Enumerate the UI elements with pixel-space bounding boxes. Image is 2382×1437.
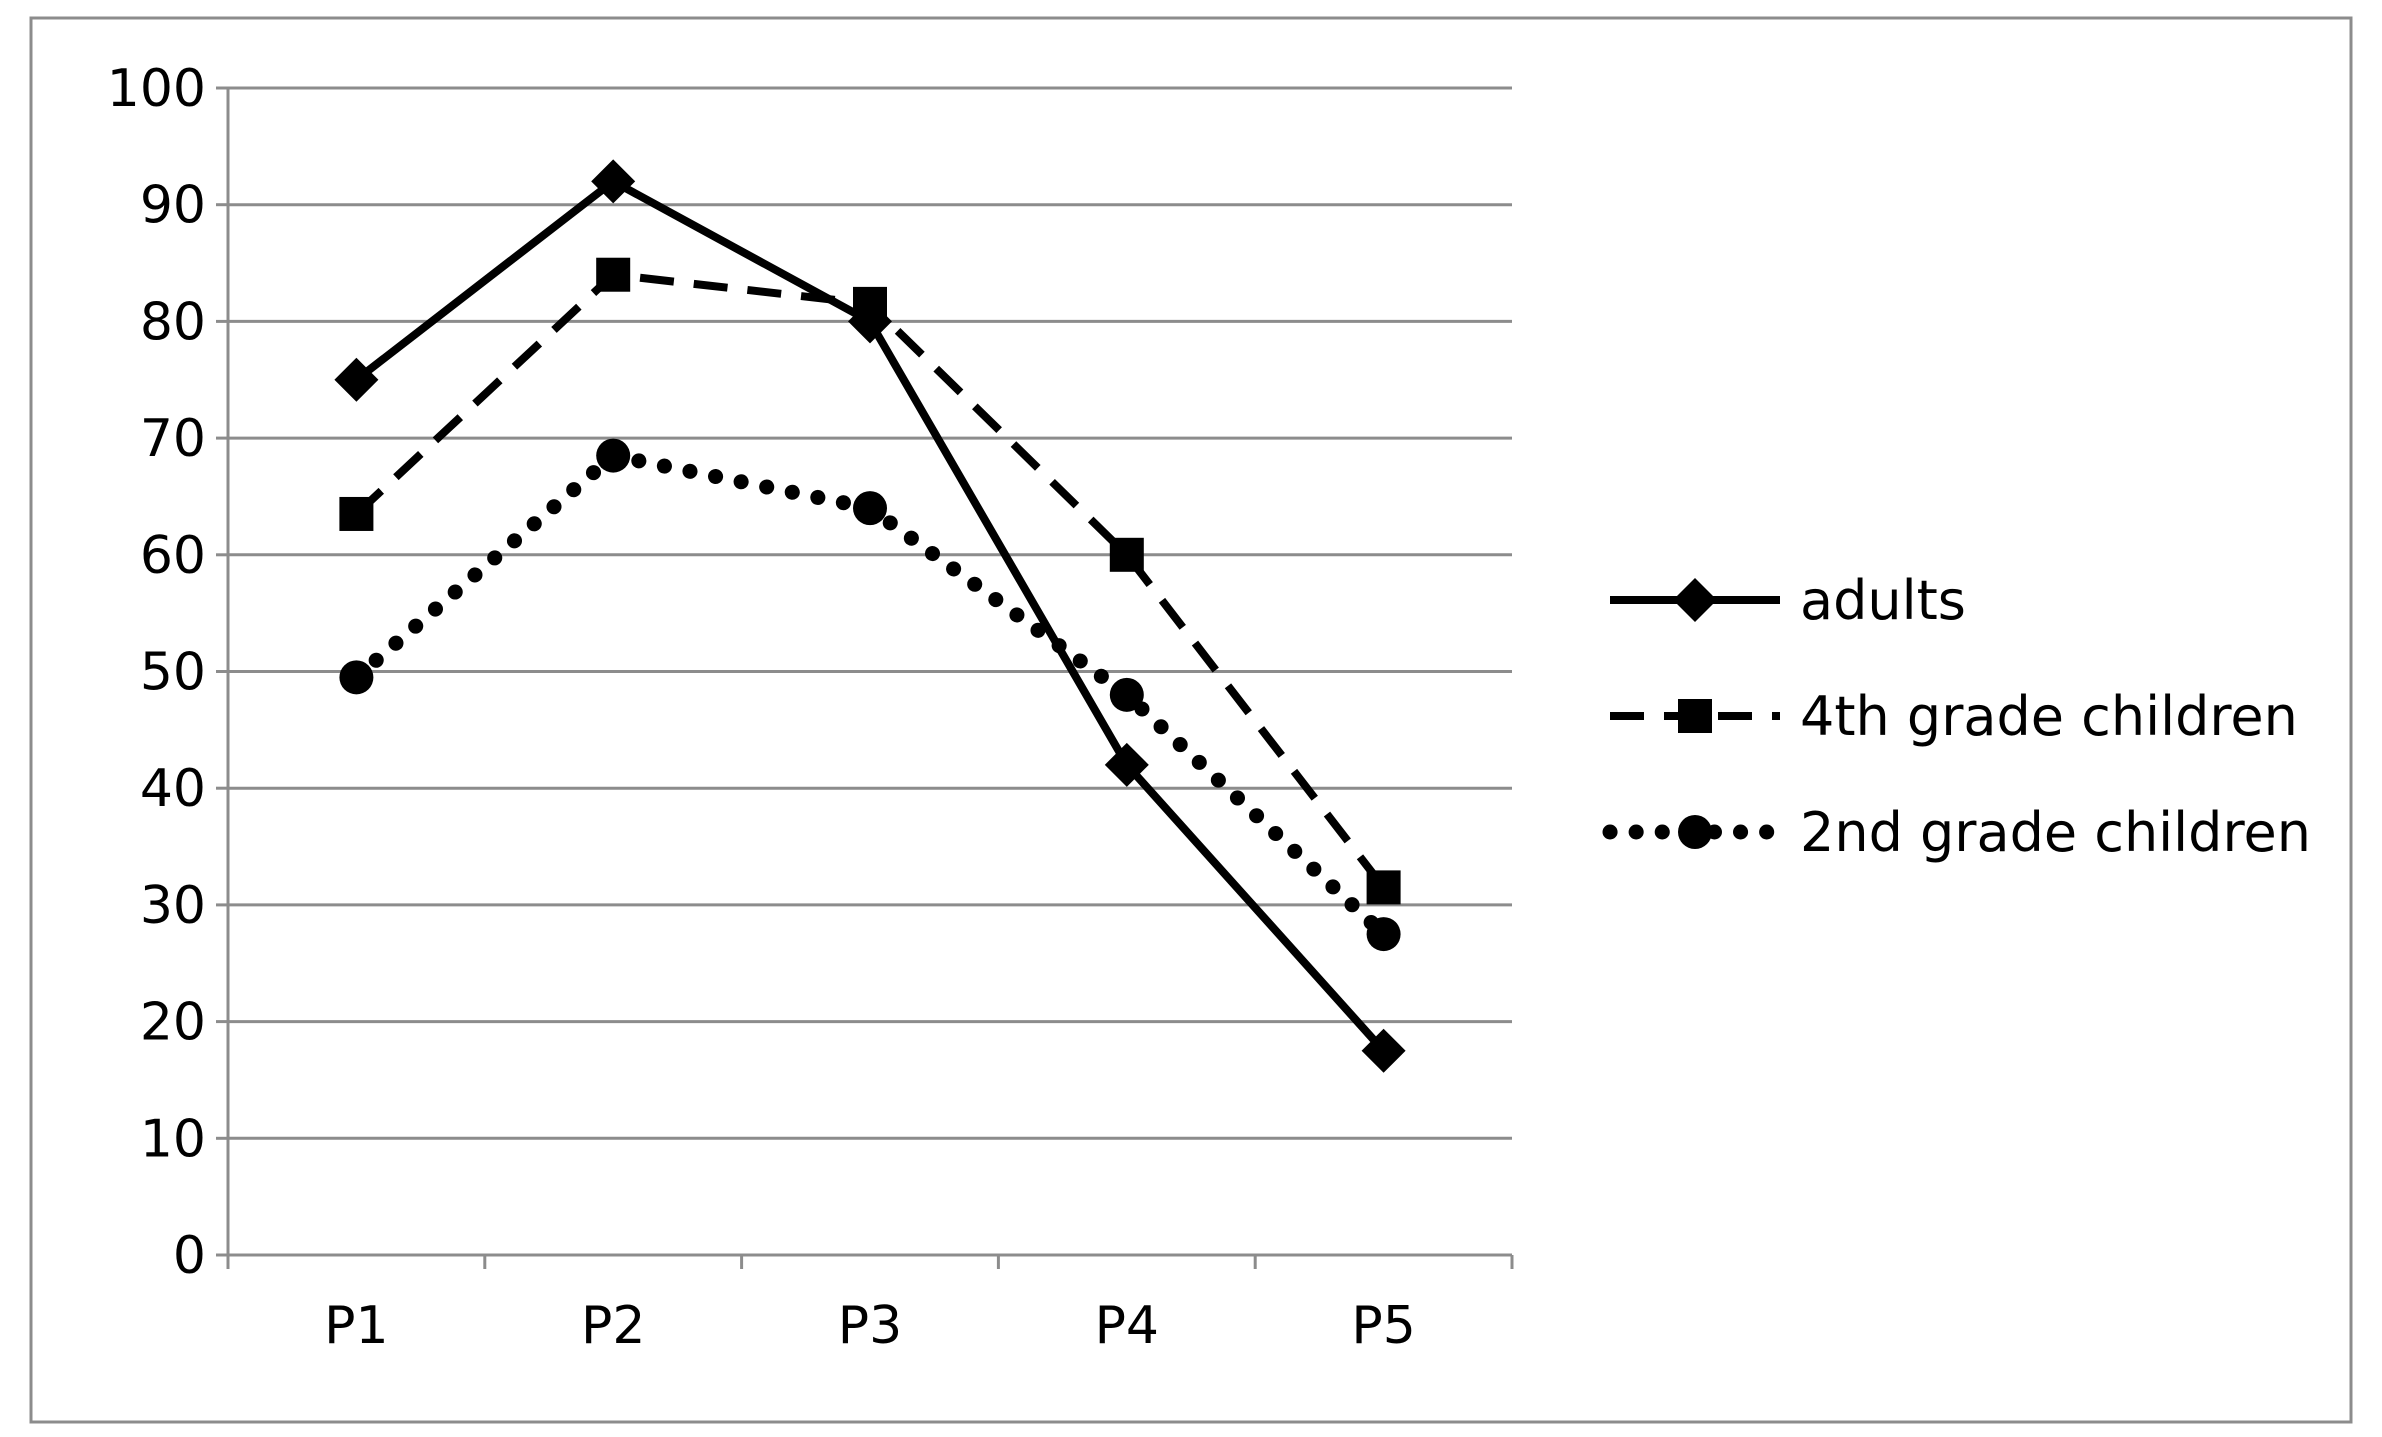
data-point bbox=[1109, 677, 1144, 712]
legend-label: 2nd grade children bbox=[1800, 801, 2311, 864]
y-tick-label: 10 bbox=[140, 1109, 206, 1169]
data-point bbox=[339, 496, 374, 531]
data-point bbox=[1366, 917, 1401, 952]
series bbox=[334, 159, 1406, 1073]
x-tick-label: P1 bbox=[324, 1296, 388, 1356]
data-point bbox=[1109, 537, 1144, 572]
y-tick-label: 20 bbox=[140, 993, 206, 1053]
axes: 0 10 20 30 40 50 60 70 80 90 100 P1 P2 P3 P4 P5 bbox=[107, 59, 1514, 1356]
legend-marker bbox=[1678, 699, 1712, 733]
data-point bbox=[339, 660, 374, 695]
y-tick-label: 40 bbox=[140, 759, 206, 819]
data-point bbox=[334, 357, 379, 402]
x-tick-label: P4 bbox=[1095, 1296, 1159, 1356]
data-point bbox=[1361, 1028, 1406, 1073]
y-tick-label: 60 bbox=[140, 526, 206, 586]
data-point bbox=[591, 159, 636, 204]
series-adults bbox=[334, 159, 1406, 1073]
y-tick-label: 0 bbox=[173, 1226, 206, 1286]
data-point bbox=[1366, 870, 1401, 905]
data-point bbox=[1104, 742, 1149, 787]
legend-marker bbox=[1673, 578, 1717, 622]
y-tick-label: 90 bbox=[140, 176, 206, 236]
gridlines bbox=[228, 86, 1512, 1140]
legend-entry: 4th grade children bbox=[1610, 685, 2298, 748]
y-tick-label: 80 bbox=[140, 292, 206, 352]
legend: adults 4th grade children 2nd grade childr… bbox=[1602, 569, 2311, 864]
data-point bbox=[596, 438, 631, 473]
chart-border bbox=[29, 16, 2353, 1424]
y-tick-label: 70 bbox=[140, 409, 206, 469]
series-2nd-grade-children bbox=[339, 438, 1401, 952]
data-point bbox=[853, 491, 887, 526]
legend-label: adults bbox=[1800, 569, 1966, 632]
series-4th-grade-children bbox=[339, 257, 1401, 905]
data-point bbox=[596, 257, 631, 292]
x-tick-label: P5 bbox=[1351, 1296, 1415, 1356]
y-tick-label: 50 bbox=[140, 643, 206, 703]
legend-entry: 2nd grade children bbox=[1602, 801, 2311, 864]
x-tick-label: P2 bbox=[581, 1296, 645, 1356]
legend-label: 4th grade children bbox=[1800, 685, 2298, 748]
data-point bbox=[853, 286, 887, 321]
legend-entry: adults bbox=[1610, 569, 1966, 632]
x-tick-label: P3 bbox=[838, 1296, 902, 1356]
legend-marker bbox=[1678, 815, 1712, 849]
y-tick-label: 30 bbox=[140, 876, 206, 936]
y-tick-label: 100 bbox=[107, 59, 206, 119]
